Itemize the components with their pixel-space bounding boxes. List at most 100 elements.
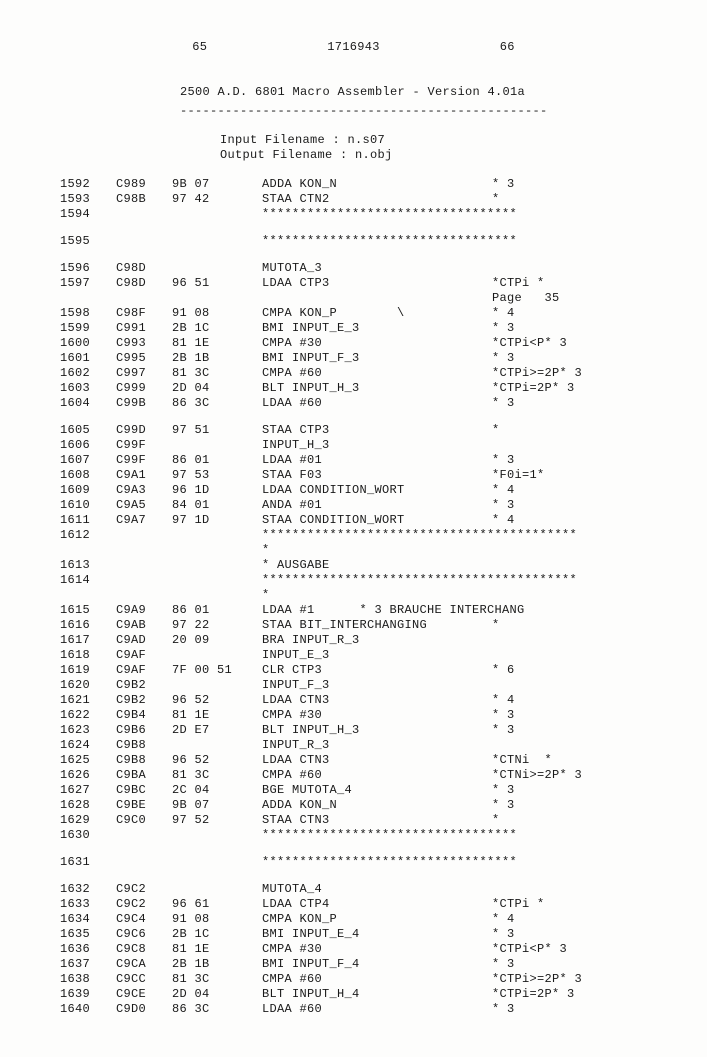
instruction: INPUT_H_3	[262, 438, 492, 453]
comment	[492, 261, 647, 276]
comment: *CTNi>=2P* 3	[492, 768, 647, 783]
instruction: CMPA KON_P	[262, 912, 492, 927]
listing-row: 1606C99FINPUT_H_3	[60, 438, 647, 453]
line-number: 1604	[60, 396, 116, 411]
instruction: CMPA #30	[262, 336, 492, 351]
opcode-bytes: 2B 1B	[172, 351, 262, 366]
comment	[492, 558, 647, 573]
line-number	[60, 588, 116, 603]
instruction: BLT INPUT_H_3	[262, 381, 492, 396]
comment: *	[492, 813, 647, 828]
line-number: 1640	[60, 1002, 116, 1017]
listing-row: 1592C9899B 07ADDA KON_N* 3	[60, 177, 647, 192]
address: C98D	[116, 261, 172, 276]
line-number: 1608	[60, 468, 116, 483]
address: C9D0	[116, 1002, 172, 1017]
opcode-bytes: 91 08	[172, 306, 262, 321]
opcode-bytes: 97 22	[172, 618, 262, 633]
comment	[492, 438, 647, 453]
listing-row: 1595**********************************	[60, 234, 647, 249]
line-number: 1592	[60, 177, 116, 192]
opcode-bytes	[172, 558, 262, 573]
opcode-bytes	[172, 234, 262, 249]
comment	[492, 828, 647, 843]
line-number: 1622	[60, 708, 116, 723]
address: C999	[116, 381, 172, 396]
comment: *CTPi<P* 3	[492, 336, 647, 351]
opcode-bytes: 81 1E	[172, 708, 262, 723]
listing-row: 1634C9C491 08CMPA KON_P* 4	[60, 912, 647, 927]
comment: * 3	[492, 783, 647, 798]
listing-row: 1640C9D086 3CLDAA #60* 3	[60, 1002, 647, 1017]
instruction: STAA BIT_INTERCHANGING	[262, 618, 492, 633]
address: C9AF	[116, 663, 172, 678]
opcode-bytes: 81 3C	[172, 972, 262, 987]
listing-row: 1624C9B8INPUT_R_3	[60, 738, 647, 753]
comment: * 3	[492, 396, 647, 411]
listing-row: 1626C9BA81 3CCMPA #60*CTNi>=2P* 3	[60, 768, 647, 783]
address	[116, 828, 172, 843]
address: C9B8	[116, 738, 172, 753]
listing-row: 1604C99B86 3CLDAA #60* 3	[60, 396, 647, 411]
instruction: ADDA KON_N	[262, 798, 492, 813]
listing-row: 1600C99381 1ECMPA #30*CTPi<P* 3	[60, 336, 647, 351]
line-number: 1628	[60, 798, 116, 813]
listing-row: 1638C9CC81 3CCMPA #60*CTPi>=2P* 3	[60, 972, 647, 987]
address: C9BE	[116, 798, 172, 813]
opcode-bytes: 81 3C	[172, 768, 262, 783]
listing-row: 1617C9AD20 09BRA INPUT_R_3	[60, 633, 647, 648]
instruction: ANDA #01	[262, 498, 492, 513]
instruction: INPUT_R_3	[262, 738, 492, 753]
address: C99B	[116, 396, 172, 411]
listing-row: 1619C9AF7F 00 51CLR CTP3* 6	[60, 663, 647, 678]
title-underline: ----------------------------------------…	[60, 104, 647, 119]
opcode-bytes: 97 1D	[172, 513, 262, 528]
line-number: 1614	[60, 573, 116, 588]
listing-row: 1622C9B481 1ECMPA #30* 3	[60, 708, 647, 723]
comment: * 6	[492, 663, 647, 678]
line-number: 1600	[60, 336, 116, 351]
instruction: BMI INPUT_E_3	[262, 321, 492, 336]
listing-row: 1631**********************************	[60, 855, 647, 870]
listing-row: *	[60, 543, 647, 558]
listing-row: 1616C9AB97 22STAA BIT_INTERCHANGING*	[60, 618, 647, 633]
listing-row: 1614************************************…	[60, 573, 647, 588]
comment	[492, 573, 647, 588]
address: C98D	[116, 276, 172, 291]
comment: *	[492, 423, 647, 438]
comment: * 4	[492, 513, 647, 528]
opcode-bytes	[172, 588, 262, 603]
page-marker: Page 35	[60, 291, 647, 306]
comment: *CTPi *	[492, 276, 647, 291]
listing-row: 1628C9BE9B 07ADDA KON_N* 3	[60, 798, 647, 813]
line-number: 1603	[60, 381, 116, 396]
listing-row: 1635C9C62B 1CBMI INPUT_E_4* 3	[60, 927, 647, 942]
listing-row: 1615C9A986 01LDAA #1 * 3 BRAUCHE INTERCH…	[60, 603, 647, 618]
line-number: 1596	[60, 261, 116, 276]
address: C991	[116, 321, 172, 336]
comment: * 3	[492, 723, 647, 738]
opcode-bytes: 96 52	[172, 693, 262, 708]
line-number: 1631	[60, 855, 116, 870]
address	[116, 234, 172, 249]
opcode-bytes	[172, 678, 262, 693]
opcode-bytes: 2B 1B	[172, 957, 262, 972]
comment	[492, 234, 647, 249]
opcode-bytes	[172, 528, 262, 543]
page-header: 65 1716943 66	[60, 40, 647, 55]
address: C9B2	[116, 693, 172, 708]
listing-row: 1607C99F86 01LDAA #01* 3	[60, 453, 647, 468]
address: C9AF	[116, 648, 172, 663]
opcode-bytes	[172, 855, 262, 870]
comment	[492, 648, 647, 663]
line-number: 1623	[60, 723, 116, 738]
opcode-bytes: 20 09	[172, 633, 262, 648]
address: C9C6	[116, 927, 172, 942]
opcode-bytes: 86 3C	[172, 396, 262, 411]
address	[116, 207, 172, 222]
instruction: INPUT_E_3	[262, 648, 492, 663]
comment	[492, 588, 647, 603]
opcode-bytes: 86 01	[172, 603, 262, 618]
listing-row: 1596C98DMUTOTA_3	[60, 261, 647, 276]
comment: * 3	[492, 177, 647, 192]
